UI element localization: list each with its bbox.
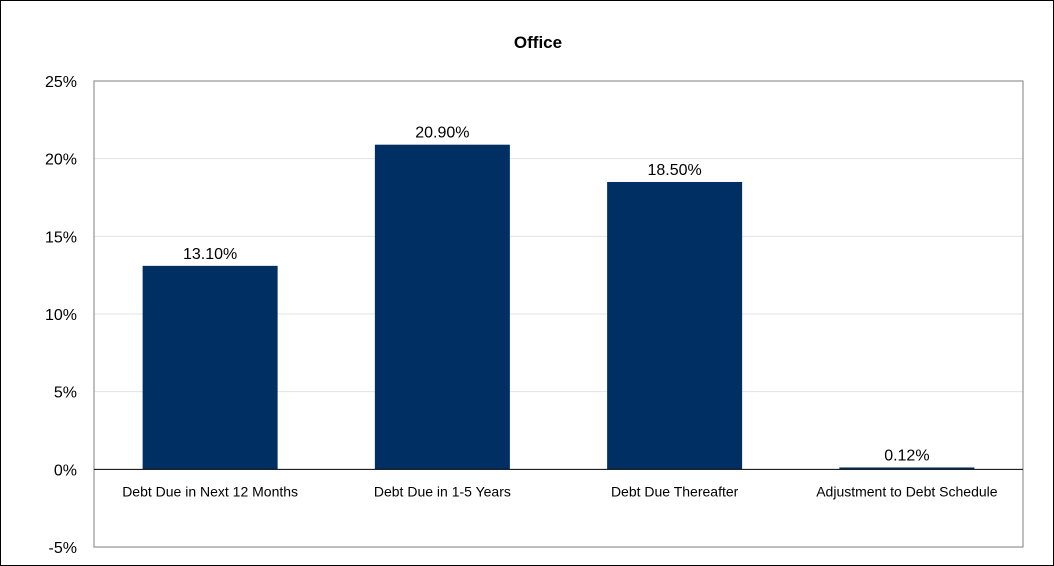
y-tick-label: 5%: [54, 385, 77, 402]
bar: [839, 467, 975, 470]
data-label: 0.12%: [884, 447, 929, 464]
category-label: Adjustment to Debt Schedule: [816, 483, 998, 499]
bar: [607, 181, 743, 470]
plot-area: [93, 80, 1024, 548]
bars: [142, 144, 975, 470]
bar: [374, 144, 510, 470]
data-label: 20.90%: [415, 125, 469, 142]
data-labels: 13.10% 20.90% 18.50% 0.12%: [183, 125, 930, 465]
data-label: 18.50%: [647, 162, 701, 179]
y-tick-label: 0%: [54, 462, 77, 479]
y-tick-label: 20%: [45, 152, 77, 169]
y-tick-label: 15%: [45, 229, 77, 246]
data-label: 13.10%: [183, 246, 237, 263]
category-label: Debt Due Thereafter: [611, 483, 739, 499]
y-tick-label: 25%: [45, 74, 77, 91]
chart-title: Office: [514, 33, 562, 52]
y-tick-label: -5%: [49, 540, 77, 557]
bar: [142, 265, 278, 470]
category-label: Debt Due in 1-5 Years: [374, 483, 511, 499]
x-axis-category-labels: Debt Due in Next 12 Months Debt Due in 1-…: [122, 483, 998, 499]
y-tick-label: 10%: [45, 307, 77, 324]
category-label: Debt Due in Next 12 Months: [122, 483, 298, 499]
y-axis-tick-labels: -5% 0% 5% 10% 15% 20% 25%: [45, 74, 77, 557]
